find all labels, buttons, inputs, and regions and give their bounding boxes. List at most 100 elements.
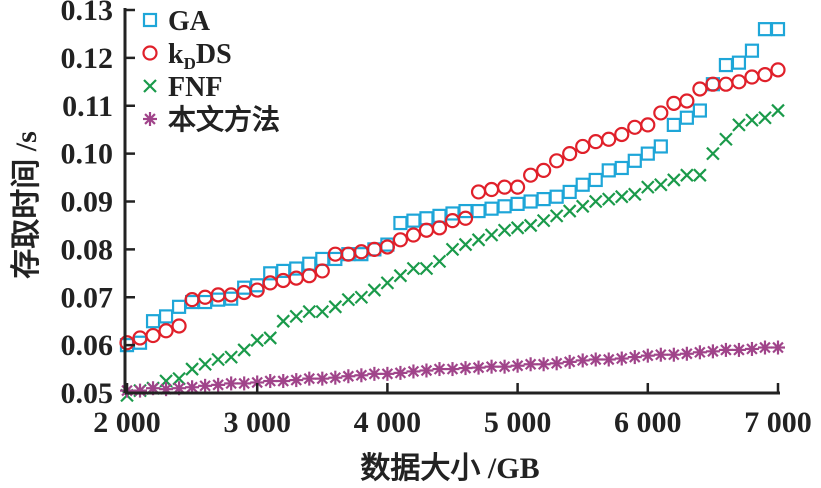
star-stroke (238, 377, 250, 390)
circle-marker (418, 222, 435, 238)
data-point-square (666, 117, 681, 133)
circle-icon (142, 45, 158, 61)
data-point-square (171, 299, 187, 314)
x-stroke (497, 223, 512, 238)
star-stroke (303, 372, 316, 385)
data-point-circle (705, 76, 721, 92)
circle-marker (366, 241, 382, 257)
star-stroke (290, 374, 302, 386)
data-point-x (406, 261, 421, 276)
circle-marker (340, 246, 356, 262)
star-stroke (733, 344, 745, 356)
x-stroke (588, 194, 603, 209)
data-point-circle (119, 335, 135, 351)
data-point-x (302, 304, 317, 319)
data-point-star (133, 383, 148, 398)
data-point-star (731, 342, 746, 357)
data-point-star (471, 360, 486, 375)
data-point-star (354, 368, 369, 383)
circle-marker (327, 246, 343, 262)
x-stroke (745, 113, 759, 127)
y-tick-label: 0.07 (61, 281, 114, 314)
data-point-x (185, 362, 199, 376)
data-point-star (419, 363, 434, 378)
x-stroke (641, 180, 655, 194)
star-stroke (316, 372, 329, 385)
data-point-x (458, 237, 473, 252)
x-stroke (367, 283, 382, 297)
data-point-circle (197, 289, 213, 305)
x-tick-label: 3 000 (223, 406, 291, 439)
square-marker (588, 172, 603, 188)
star-stroke (394, 367, 407, 379)
x-stroke (224, 350, 238, 364)
star-stroke (576, 354, 589, 367)
data-point-x (432, 254, 447, 269)
data-point-x (575, 199, 590, 214)
data-point-x (654, 177, 668, 192)
star-stroke (537, 358, 550, 371)
data-point-square (393, 215, 408, 231)
data-point-circle (653, 105, 669, 121)
x-stroke (706, 146, 720, 161)
data-point-square (614, 160, 629, 176)
data-point-circle (679, 93, 695, 109)
circle-marker (640, 117, 656, 133)
circle-marker (457, 210, 474, 226)
x-stroke (406, 261, 421, 276)
x-stroke (172, 371, 186, 386)
circle-marker (588, 134, 604, 150)
data-point-circle (666, 95, 682, 111)
circle-marker (171, 318, 187, 334)
data-point-circle (379, 239, 395, 255)
data-point-x (641, 180, 655, 194)
circle-marker (562, 146, 578, 162)
data-point-circle (405, 227, 422, 243)
circle-marker (142, 45, 158, 61)
data-point-star (328, 370, 343, 385)
data-point-square (562, 184, 577, 200)
square-marker (653, 139, 668, 154)
square-marker (536, 192, 551, 207)
square-marker (744, 43, 760, 58)
data-point-x (497, 223, 512, 238)
star-stroke (459, 362, 472, 374)
legend-label-main: GA (168, 6, 211, 37)
star-stroke (329, 371, 342, 384)
data-point-circle (744, 69, 760, 85)
star-stroke (264, 375, 276, 387)
circle-marker (431, 220, 448, 236)
data-point-x (393, 268, 408, 283)
data-point-star (276, 374, 291, 389)
circle-marker (523, 167, 539, 183)
data-point-x (172, 371, 186, 386)
data-point-square (757, 22, 773, 37)
data-point-x (758, 110, 772, 125)
data-point-star (666, 347, 681, 362)
y-tick-label: 0.09 (61, 186, 114, 219)
square-marker (302, 256, 317, 271)
data-point-circle (509, 179, 526, 195)
star-stroke (251, 376, 263, 389)
circle-marker (679, 93, 695, 109)
data-point-x (289, 309, 304, 324)
star-stroke (433, 363, 446, 375)
plot-area (119, 22, 786, 403)
data-point-square (601, 163, 616, 178)
star-stroke (407, 365, 420, 378)
data-point-square (510, 196, 525, 211)
square-marker (601, 163, 616, 178)
data-point-x (510, 221, 525, 235)
x-stroke (575, 199, 590, 214)
square-marker (614, 160, 629, 176)
data-point-circle (614, 126, 630, 143)
x-stroke (484, 228, 499, 242)
star-stroke (225, 377, 237, 390)
y-tick-label: 0.10 (61, 138, 114, 171)
x-stroke (654, 177, 668, 192)
data-point-circle (692, 81, 708, 97)
data-point-circle (575, 138, 591, 155)
data-point-square (315, 251, 330, 267)
circle-marker (132, 330, 148, 346)
